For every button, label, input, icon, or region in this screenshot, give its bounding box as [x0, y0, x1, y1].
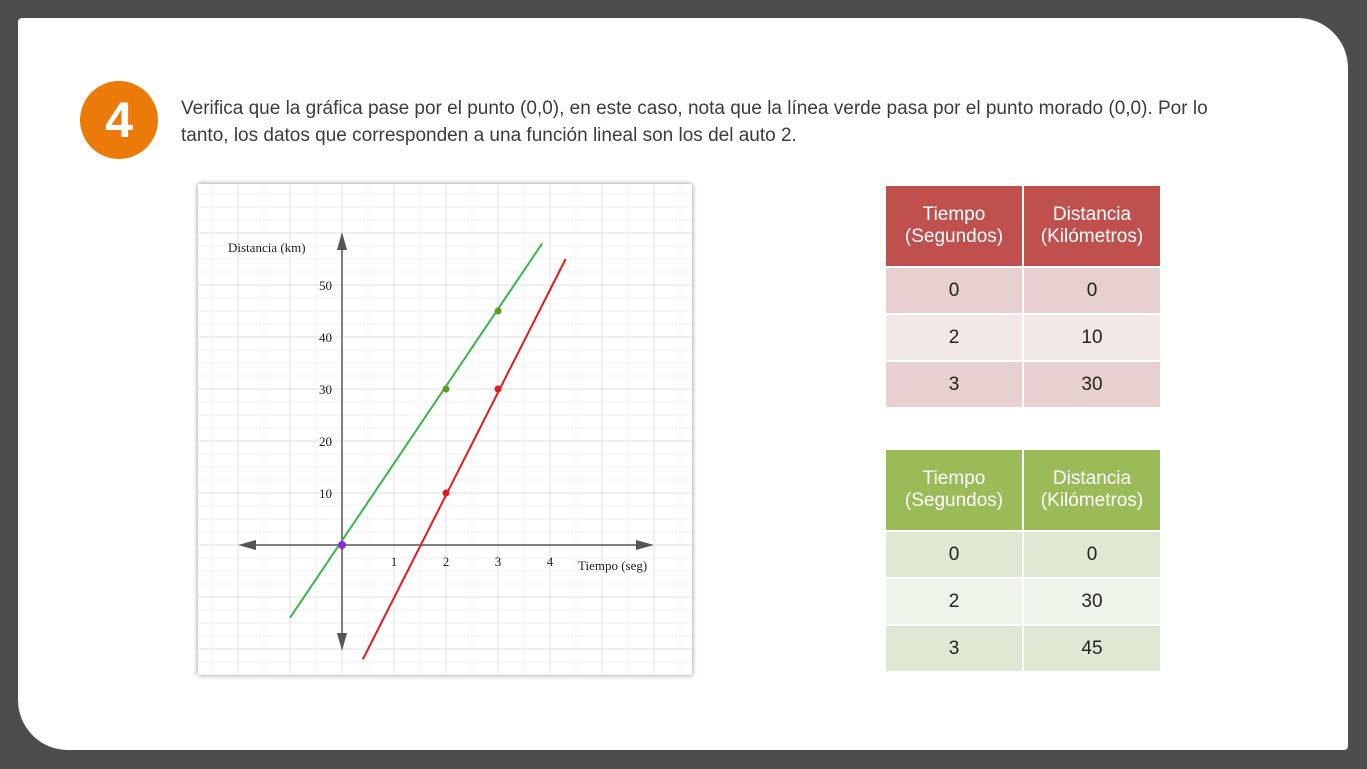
time-cell: 0 — [886, 532, 1022, 577]
x-tick-label: 4 — [547, 554, 554, 569]
car-1-table: Tiempo (Segundos) Distancia (Kilómetros)… — [884, 184, 1162, 409]
y-tick-label: 20 — [319, 434, 332, 449]
x-tick-label: 1 — [391, 554, 398, 569]
header-time-unit: (Segundos) — [904, 226, 1004, 247]
table-row: 0 0 — [886, 268, 1160, 313]
distance-cell: 10 — [1024, 315, 1160, 360]
distance-time-chart: 1 2 3 4 10 20 30 40 50 Distancia (km) Tiempo (se… — [198, 184, 692, 675]
time-cell: 2 — [886, 579, 1022, 624]
table-row: 2 30 — [886, 579, 1160, 624]
table-row: 0 0 — [886, 532, 1160, 577]
origin-point — [338, 541, 346, 549]
instruction-text: Verifica que la gráfica pase por el punt… — [181, 98, 1208, 146]
distance-cell: 0 — [1024, 532, 1160, 577]
header-distance: Distancia (Kilómetros) — [1024, 450, 1160, 530]
header-distance-title: Distancia — [1052, 204, 1132, 225]
y-tick-label: 40 — [319, 330, 332, 345]
x-tick-label: 3 — [495, 554, 502, 569]
data-point — [494, 307, 502, 315]
series — [289, 242, 567, 660]
data-point — [442, 385, 450, 393]
time-cell: 0 — [886, 268, 1022, 313]
time-cell: 3 — [886, 626, 1022, 671]
header-distance: Distancia (Kilómetros) — [1024, 186, 1160, 266]
y-axis-bottom-arrow — [337, 633, 347, 651]
y-axis-top-arrow — [337, 232, 347, 250]
header-distance-unit: (Kilómetros) — [1040, 226, 1144, 247]
y-tick-label: 50 — [319, 278, 332, 293]
data-point — [442, 489, 450, 497]
table-row: 3 45 — [886, 626, 1160, 671]
graph-frame: 1 2 3 4 10 20 30 40 50 Distancia (km) Tiempo (se… — [198, 184, 692, 675]
header-time-title: Tiempo — [922, 468, 986, 489]
series-line-2 — [361, 258, 567, 660]
tick-labels: 1 2 3 4 10 20 30 40 50 — [319, 278, 554, 569]
y-tick-label: 30 — [319, 382, 332, 397]
data-point — [494, 385, 502, 393]
time-cell: 2 — [886, 315, 1022, 360]
table-row: 3 30 — [886, 362, 1160, 407]
table-row: 2 10 — [886, 315, 1160, 360]
x-tick-label: 2 — [443, 554, 450, 569]
distance-cell: 45 — [1024, 626, 1160, 671]
y-tick-label: 10 — [319, 486, 332, 501]
axes — [238, 232, 654, 651]
header-distance-unit: (Kilómetros) — [1040, 490, 1144, 511]
header-time-title: Tiempo — [922, 204, 986, 225]
x-axis-left-arrow — [238, 540, 256, 550]
x-axis-label: Tiempo (seg) — [578, 558, 647, 573]
grid — [198, 184, 692, 675]
header-distance-title: Distancia — [1052, 468, 1132, 489]
x-axis-right-arrow — [636, 540, 654, 550]
time-cell: 3 — [886, 362, 1022, 407]
distance-cell: 0 — [1024, 268, 1160, 313]
car-2-table: Tiempo (Segundos) Distancia (Kilómetros)… — [884, 448, 1162, 673]
header-time: Tiempo (Segundos) — [886, 186, 1022, 266]
header-time: Tiempo (Segundos) — [886, 450, 1022, 530]
step-number-badge: 4 — [80, 81, 158, 159]
y-axis-label: Distancia (km) — [228, 240, 306, 255]
header-time-unit: (Segundos) — [904, 490, 1004, 511]
distance-cell: 30 — [1024, 579, 1160, 624]
distance-cell: 30 — [1024, 362, 1160, 407]
series-line-1 — [289, 242, 544, 619]
